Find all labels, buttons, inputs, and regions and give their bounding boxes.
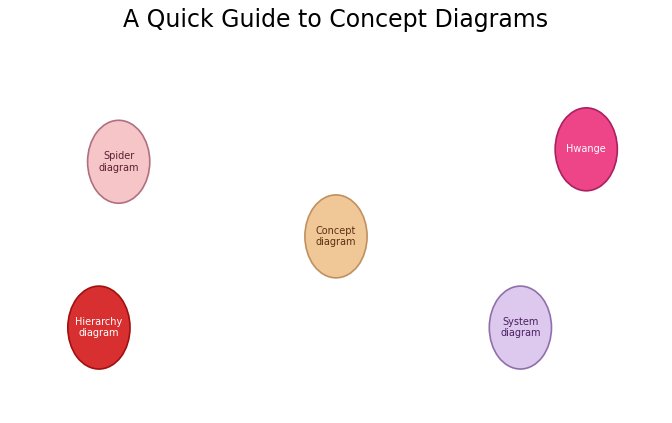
Text: A Quick Guide to Concept Diagrams: A Quick Guide to Concept Diagrams <box>124 8 548 33</box>
Text: Hierarchy
diagram: Hierarchy diagram <box>75 317 122 338</box>
Text: System
diagram: System diagram <box>500 317 541 338</box>
Text: Concept
diagram: Concept diagram <box>316 225 356 247</box>
Text: Spider
diagram: Spider diagram <box>98 151 139 173</box>
Ellipse shape <box>555 108 618 191</box>
Text: Hwange: Hwange <box>566 144 606 154</box>
Ellipse shape <box>305 195 367 278</box>
Ellipse shape <box>489 286 552 369</box>
Ellipse shape <box>68 286 130 369</box>
Ellipse shape <box>87 120 150 203</box>
